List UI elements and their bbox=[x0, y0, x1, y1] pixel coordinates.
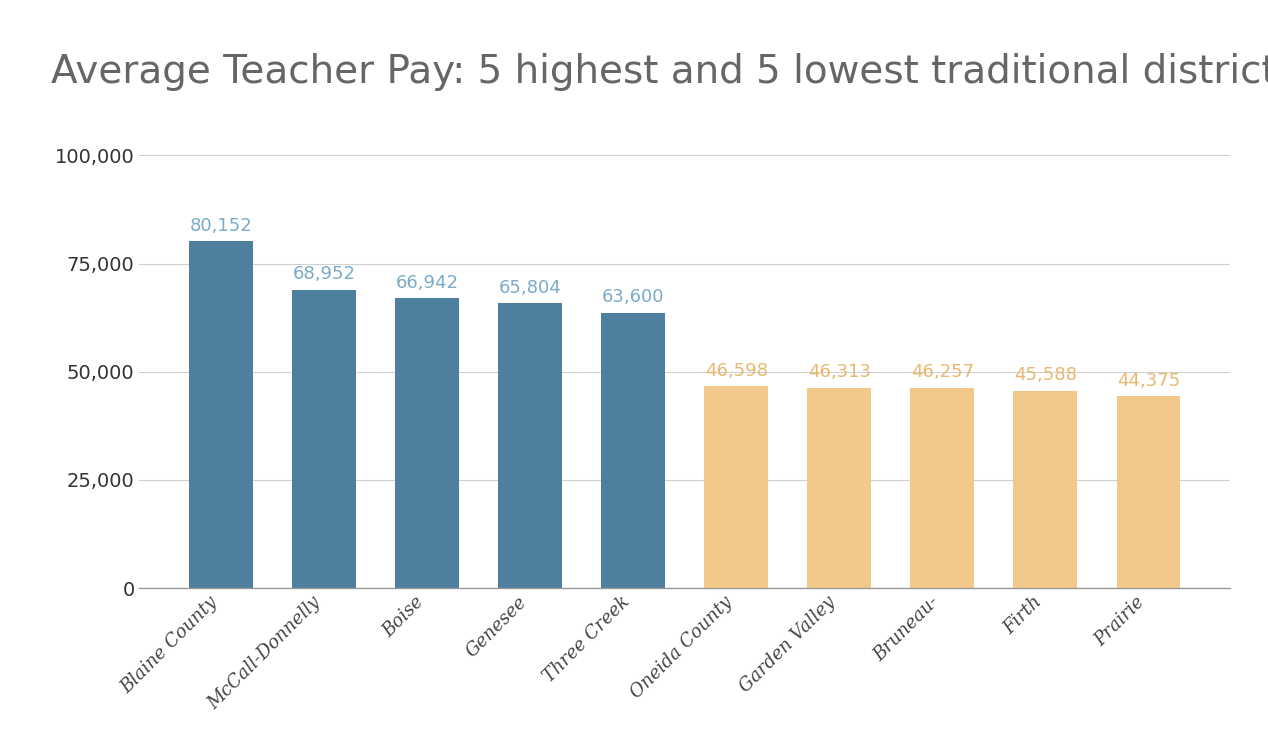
Text: 66,942: 66,942 bbox=[396, 274, 459, 292]
Text: Average Teacher Pay: 5 highest and 5 lowest traditional districts: Average Teacher Pay: 5 highest and 5 low… bbox=[51, 53, 1268, 90]
Bar bbox=[1117, 396, 1181, 588]
Bar bbox=[396, 299, 459, 588]
Text: 63,600: 63,600 bbox=[602, 289, 664, 306]
Bar bbox=[292, 290, 356, 588]
Text: 46,257: 46,257 bbox=[910, 363, 974, 382]
Text: 68,952: 68,952 bbox=[293, 265, 355, 284]
Bar bbox=[498, 303, 562, 588]
Bar bbox=[704, 387, 768, 588]
Bar bbox=[189, 241, 252, 588]
Text: 45,588: 45,588 bbox=[1014, 366, 1077, 385]
Text: 80,152: 80,152 bbox=[190, 217, 252, 234]
Bar bbox=[1013, 391, 1078, 588]
Text: 46,598: 46,598 bbox=[705, 362, 767, 380]
Bar bbox=[601, 313, 666, 588]
Bar bbox=[910, 388, 974, 588]
Text: 44,375: 44,375 bbox=[1117, 372, 1181, 390]
Bar bbox=[808, 388, 871, 588]
Text: 65,804: 65,804 bbox=[498, 279, 562, 297]
Text: 46,313: 46,313 bbox=[808, 363, 871, 382]
